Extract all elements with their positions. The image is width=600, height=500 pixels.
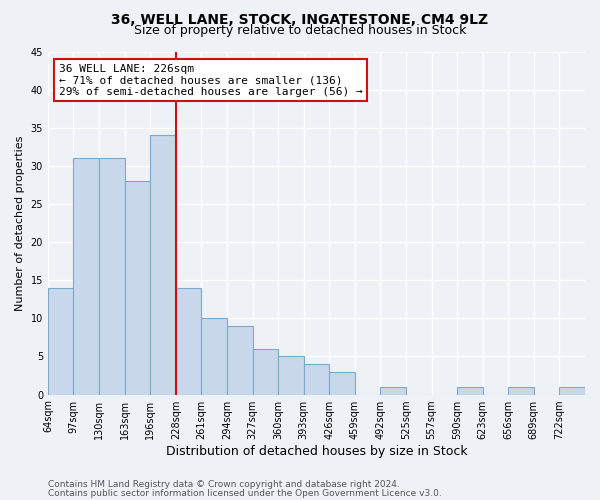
Bar [278, 356, 304, 395]
Bar [48, 288, 73, 395]
Bar [99, 158, 125, 394]
Bar [176, 288, 202, 395]
Text: 36 WELL LANE: 226sqm
← 71% of detached houses are smaller (136)
29% of semi-deta: 36 WELL LANE: 226sqm ← 71% of detached h… [59, 64, 362, 96]
Bar [508, 387, 534, 394]
Y-axis label: Number of detached properties: Number of detached properties [15, 136, 25, 310]
Text: Contains public sector information licensed under the Open Government Licence v3: Contains public sector information licen… [48, 488, 442, 498]
Bar [202, 318, 227, 394]
Bar [150, 136, 176, 394]
Bar [227, 326, 253, 394]
Text: Size of property relative to detached houses in Stock: Size of property relative to detached ho… [134, 24, 466, 37]
Text: Contains HM Land Registry data © Crown copyright and database right 2024.: Contains HM Land Registry data © Crown c… [48, 480, 400, 489]
X-axis label: Distribution of detached houses by size in Stock: Distribution of detached houses by size … [166, 444, 467, 458]
Bar [253, 349, 278, 395]
Bar [304, 364, 329, 394]
Bar [380, 387, 406, 394]
Bar [457, 387, 482, 394]
Bar [125, 181, 150, 394]
Bar [73, 158, 99, 394]
Bar [559, 387, 585, 394]
Bar [329, 372, 355, 394]
Text: 36, WELL LANE, STOCK, INGATESTONE, CM4 9LZ: 36, WELL LANE, STOCK, INGATESTONE, CM4 9… [112, 12, 488, 26]
